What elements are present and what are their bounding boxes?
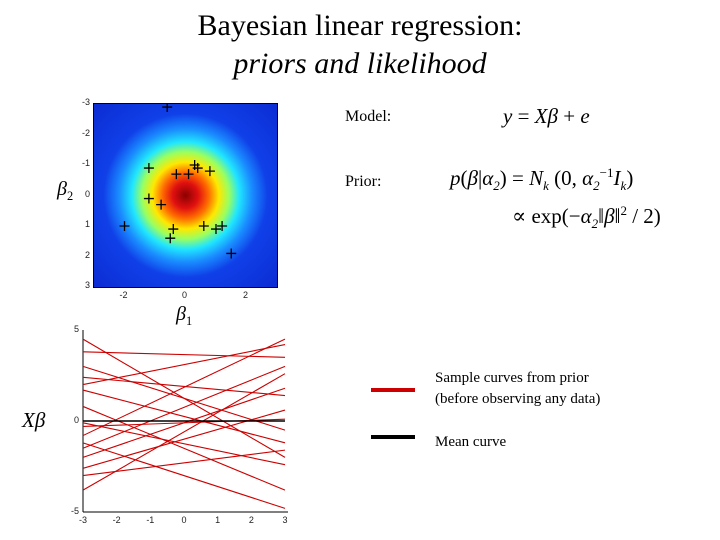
curves-ytick-label: -5	[70, 506, 79, 516]
prior-sample-point	[192, 163, 203, 174]
prior-sample-point	[171, 169, 182, 180]
curves-xtick-label: -3	[78, 515, 87, 525]
prior-xtick-label: 2	[242, 290, 248, 300]
prior-sample-curve	[82, 422, 286, 466]
model-label: Model:	[345, 108, 392, 125]
prior-ytick-label: 3	[84, 280, 90, 290]
slide-title-line-1: Bayesian linear regression:	[197, 9, 523, 42]
prior-sample-curve	[82, 351, 286, 358]
prior-sample-curve	[82, 373, 286, 491]
legend-sample-label-1: Sample curves from prior	[435, 370, 589, 386]
prior-sample-point	[211, 224, 221, 235]
prior-xtick-label: -2	[119, 290, 128, 300]
prior-heatmap-svg	[94, 104, 277, 287]
prior-ytick-label: 2	[84, 249, 90, 260]
curves-plot-ylabel: Xβ	[22, 408, 46, 432]
prior-sample-curve	[82, 365, 286, 449]
prior-sample-curve	[82, 344, 286, 386]
prior-formula-1: p(β|α2) = Nk (0, α2−1Ik)	[450, 165, 634, 194]
prior-sample-curve	[82, 449, 286, 477]
prior-heatmap	[93, 103, 278, 288]
curves-xtick-label: 1	[215, 515, 221, 525]
curves-xtick-label: 2	[248, 515, 254, 525]
prior-label: Prior:	[345, 173, 382, 190]
prior-ytick-label: -1	[81, 158, 90, 168]
curves-ytick-label: 0	[73, 415, 79, 425]
sample-curves-plot	[82, 330, 288, 513]
prior-sample-point	[143, 193, 154, 204]
legend-sample-swatch	[371, 388, 415, 392]
prior-ytick-label: 1	[84, 219, 90, 229]
prior-plot-xlabel: β1	[176, 303, 193, 328]
prior-sample-point	[119, 221, 130, 231]
slide-title-line-2: priors and likelihood	[233, 47, 487, 80]
curves-xtick-label: -1	[146, 515, 155, 525]
prior-sample-point	[156, 199, 167, 210]
density-fill	[94, 104, 277, 287]
curves-xtick-label: -2	[112, 515, 121, 525]
prior-sample-point	[204, 166, 215, 177]
curves-xtick-label: 3	[282, 515, 288, 525]
legend-sample-label-2: (before observing any data)	[435, 391, 601, 407]
legend-mean-label: Mean curve	[435, 434, 507, 450]
prior-sample-curve	[82, 365, 286, 431]
prior-sample-point	[226, 248, 237, 259]
prior-sample-point	[183, 169, 194, 180]
prior-sample-point	[198, 221, 209, 231]
prior-sample-point	[217, 221, 228, 231]
prior-sample-point	[143, 163, 154, 174]
prior-sample-point	[162, 104, 173, 113]
curves-ytick-label: 5	[73, 324, 79, 334]
prior-sample-curve	[82, 338, 286, 437]
prior-xtick-label: 0	[181, 290, 187, 300]
prior-ytick-label: 0	[84, 188, 90, 199]
prior-sample-curve	[82, 389, 286, 444]
prior-sample-point	[165, 233, 176, 244]
prior-ytick-label: -3	[81, 97, 90, 107]
prior-sample-curve	[82, 418, 286, 428]
prior-ytick-label: -2	[81, 127, 90, 138]
prior-plot-ylabel: β2	[57, 178, 74, 203]
prior-sample-curve	[82, 376, 286, 397]
curves-xtick-label: 0	[181, 515, 187, 525]
legend-mean-swatch	[371, 435, 415, 439]
model-formula: y = Xβ + e	[503, 104, 590, 128]
prior-sample-curve	[82, 442, 286, 509]
prior-formula-2: ∝ exp(−α2‖β‖2 / 2)	[512, 203, 661, 232]
prior-sample-point	[168, 224, 179, 235]
